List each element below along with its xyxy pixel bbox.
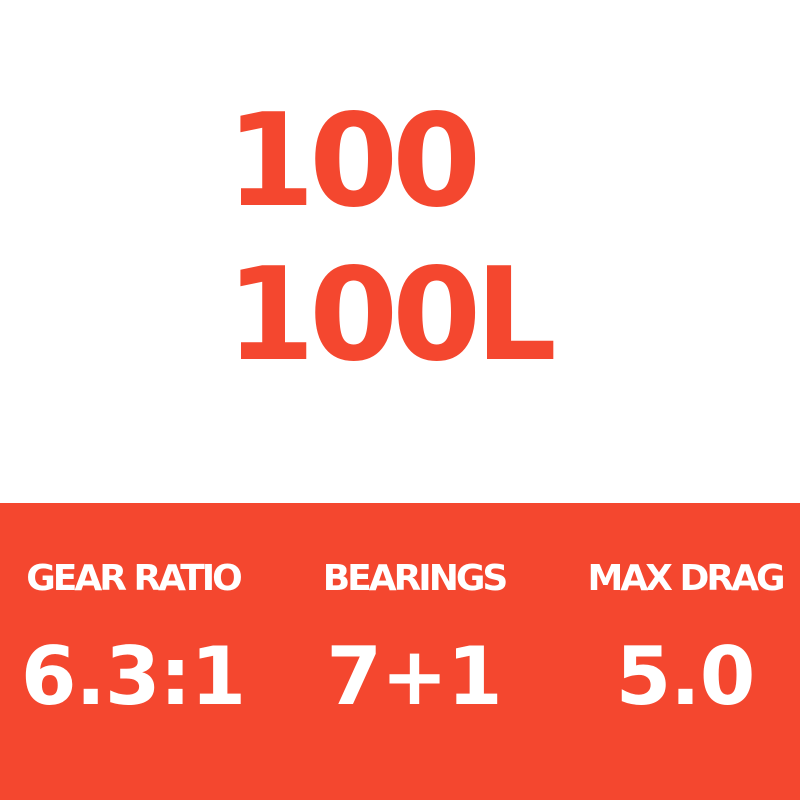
model-name-100: 100 — [226, 87, 481, 236]
model-name-100l: 100L — [226, 241, 557, 390]
spec-label: MAX DRAG — [587, 558, 786, 599]
specs-band: GEAR RATIO 6.3:1 BEARINGS 7+1 MAX DRAG 5… — [0, 503, 800, 800]
spec-value: 6.3:1 — [20, 630, 246, 723]
spec-label: GEAR RATIO — [26, 558, 243, 599]
spec-value: 7+1 — [326, 630, 502, 723]
spec-label: BEARINGS — [322, 558, 509, 599]
spec-value: 5.0 — [615, 630, 756, 723]
